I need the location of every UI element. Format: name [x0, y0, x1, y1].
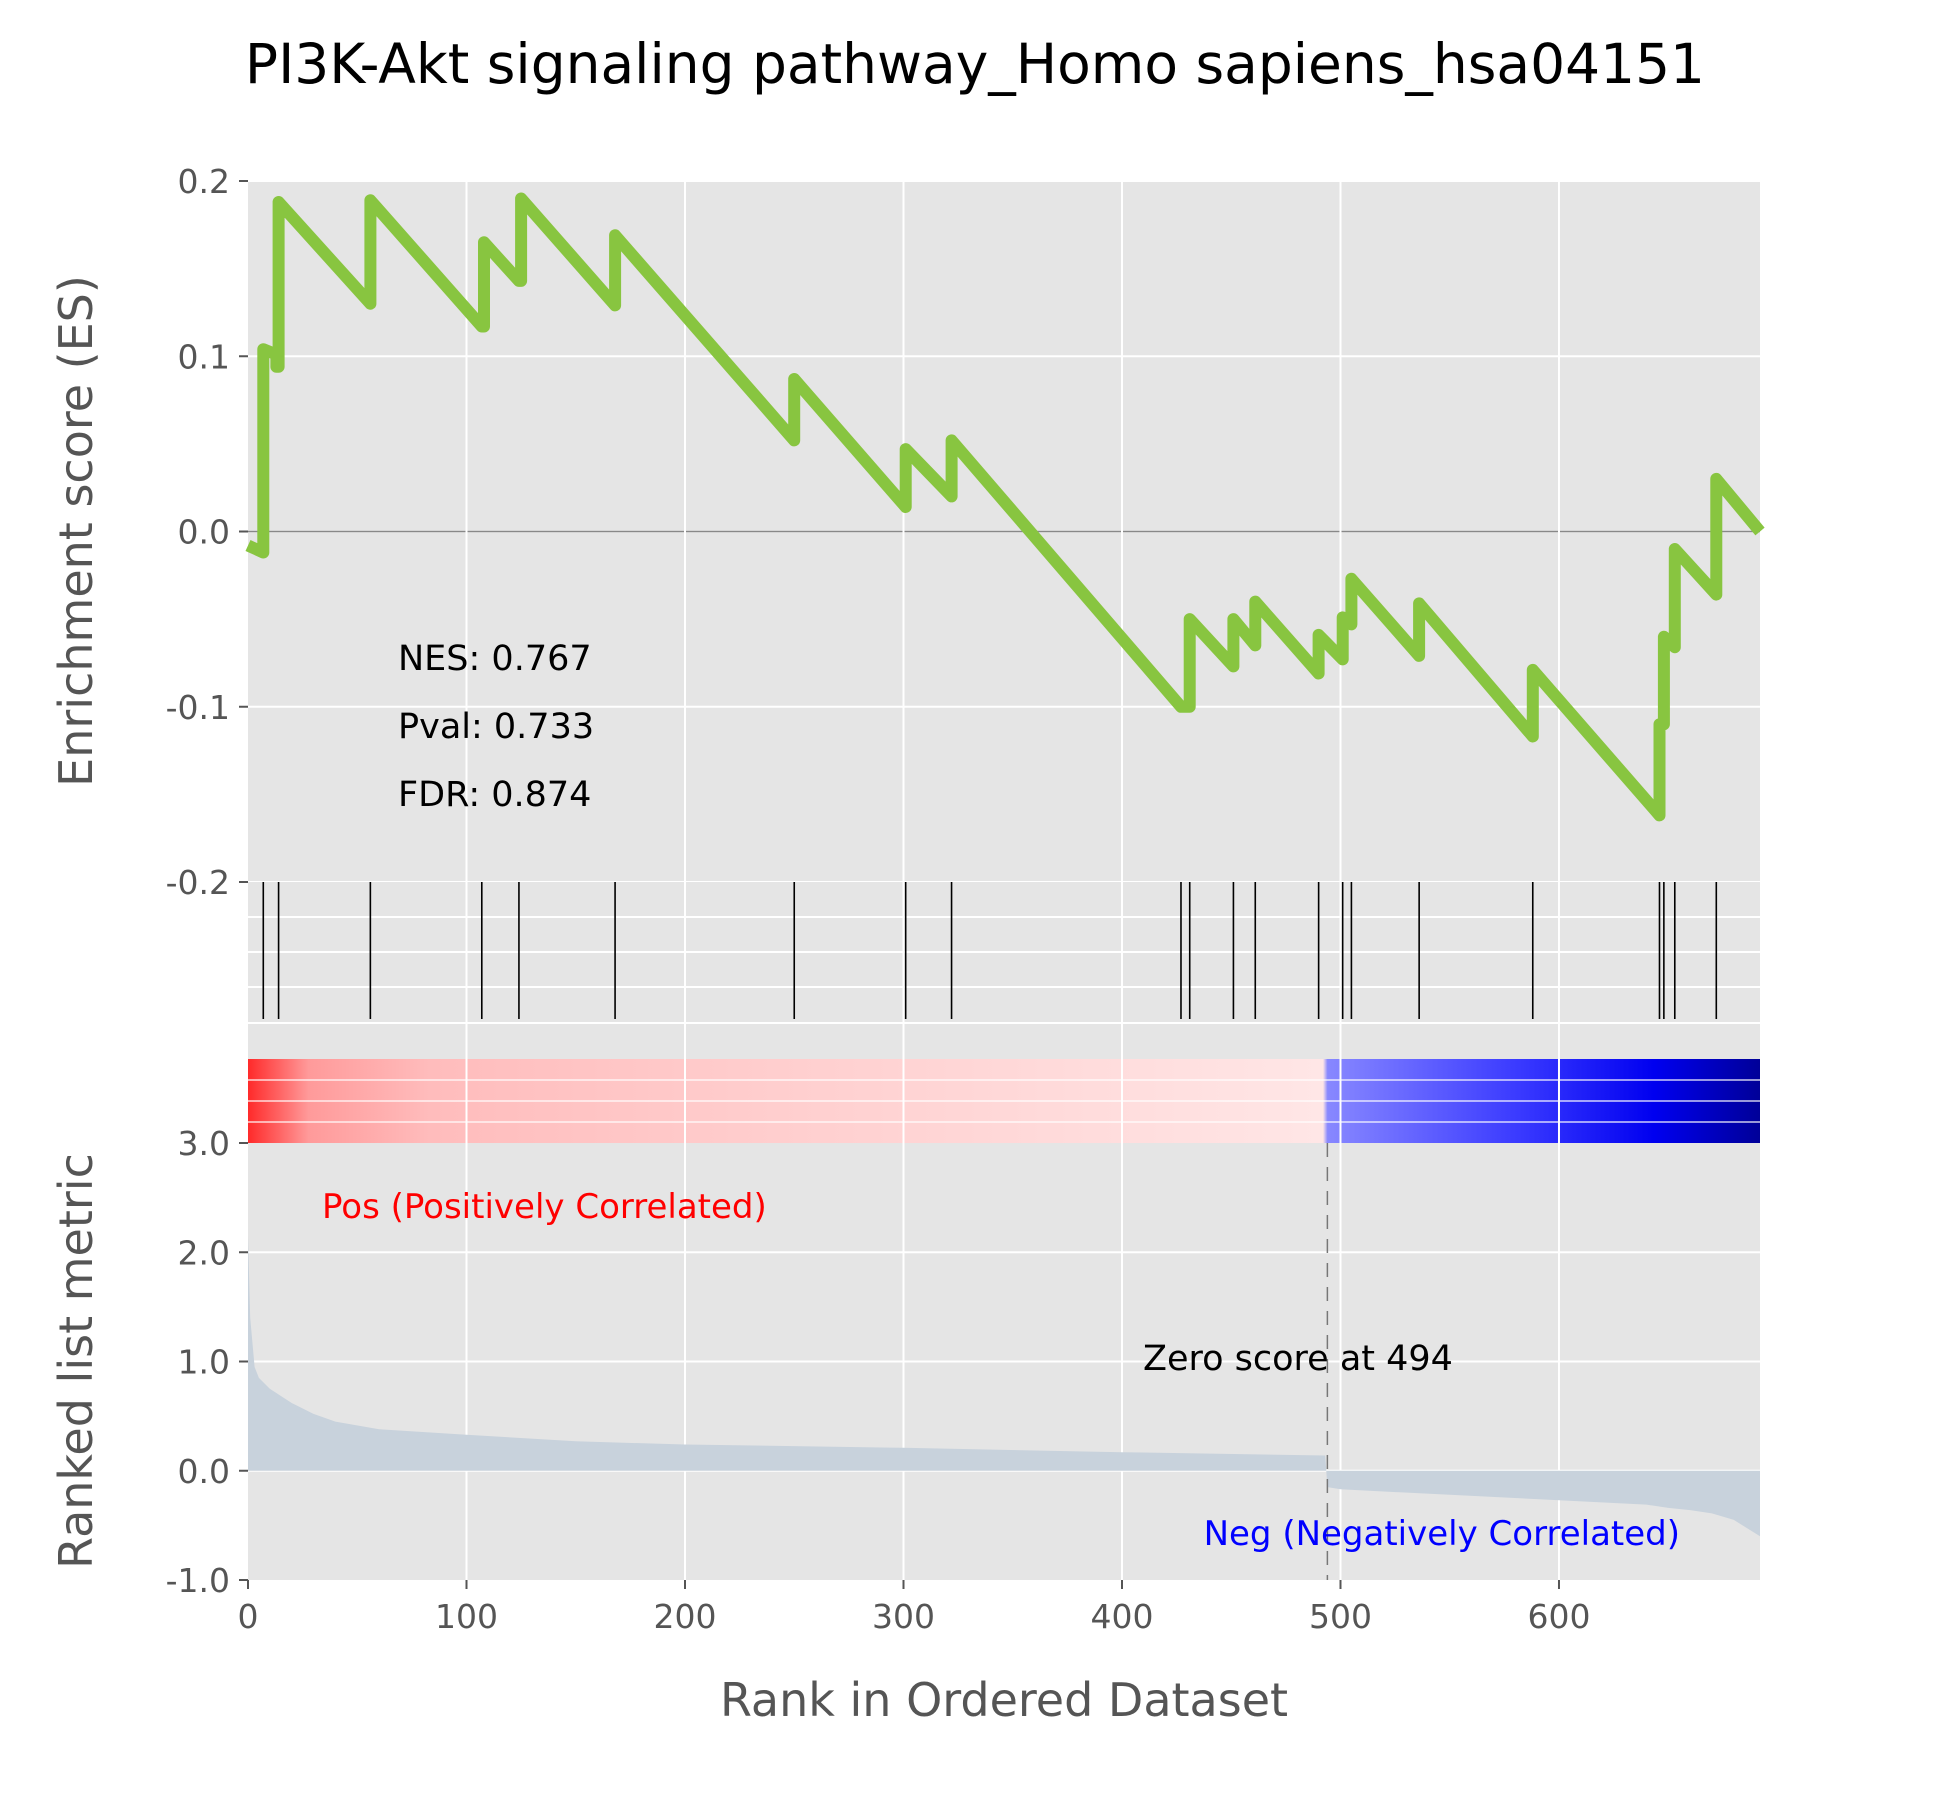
es-y-tick-label: 0.2 [178, 162, 230, 201]
hit-markers [262, 882, 1718, 1019]
es-panel: NES: 0.767 Pval: 0.733 FDR: 0.874 0.2 0.1… [49, 162, 1765, 902]
es-y-tick-label: -0.1 [166, 688, 230, 727]
es-y-axis-label: Enrichment score (ES) [49, 275, 103, 787]
nes-annotation: NES: 0.767 [398, 639, 592, 679]
rank-y-tick-label: 3.0 [178, 1124, 230, 1163]
es-line [245, 192, 1765, 822]
hits-panel [248, 882, 1760, 1059]
es-y-ticks: 0.2 0.1 0.0 -0.1 -0.2 [166, 162, 248, 902]
x-tick-label: 100 [435, 1597, 498, 1636]
pval-annotation: Pval: 0.733 [398, 707, 594, 747]
rank-y-ticks: 3.0 2.0 1.0 0.0 -1.0 [166, 1124, 248, 1600]
es-gridlines [248, 180, 1760, 883]
es-curve [245, 192, 1765, 822]
heatbar-gridlines [248, 1059, 1760, 1143]
fdr-annotation: FDR: 0.874 [398, 775, 591, 815]
chart-title: PI3K-Akt signaling pathway_Homo sapiens_… [245, 32, 1705, 96]
rank-metric-area [248, 1235, 1760, 1537]
correlation-heatbar [248, 1059, 1760, 1143]
x-tick-label: 300 [872, 1597, 935, 1636]
x-tick-label: 200 [653, 1597, 716, 1636]
rank-y-tick-label: 2.0 [178, 1233, 230, 1272]
rank-metric-fill [248, 1235, 1760, 1537]
es-y-tick-label: 0.1 [178, 337, 230, 376]
x-ticks: 0 100 200 300 400 500 600 [238, 1580, 1590, 1636]
x-tick-label: 400 [1090, 1597, 1153, 1636]
x-tick-label: 500 [1309, 1597, 1372, 1636]
es-y-tick-label: 0.0 [178, 513, 230, 552]
rank-y-tick-label: -1.0 [166, 1561, 230, 1600]
rank-metric-panel: Pos (Positively Correlated) Zero score a… [49, 1124, 1760, 1600]
rank-y-axis-label: Ranked list metric [49, 1153, 103, 1569]
hits-gridlines [248, 882, 1760, 1059]
zero-score-label: Zero score at 494 [1143, 1339, 1453, 1379]
x-axis-label: Rank in Ordered Dataset [720, 1673, 1288, 1727]
es-y-tick-label: -0.2 [166, 863, 230, 902]
rank-y-tick-label: 0.0 [178, 1452, 230, 1491]
x-tick-label: 600 [1527, 1597, 1590, 1636]
neg-label: Neg (Negatively Correlated) [1204, 1514, 1680, 1554]
pos-label: Pos (Positively Correlated) [322, 1187, 767, 1227]
rank-y-tick-label: 1.0 [178, 1343, 230, 1382]
x-tick-label: 0 [238, 1597, 259, 1636]
hits-panel-background [248, 882, 1760, 1059]
